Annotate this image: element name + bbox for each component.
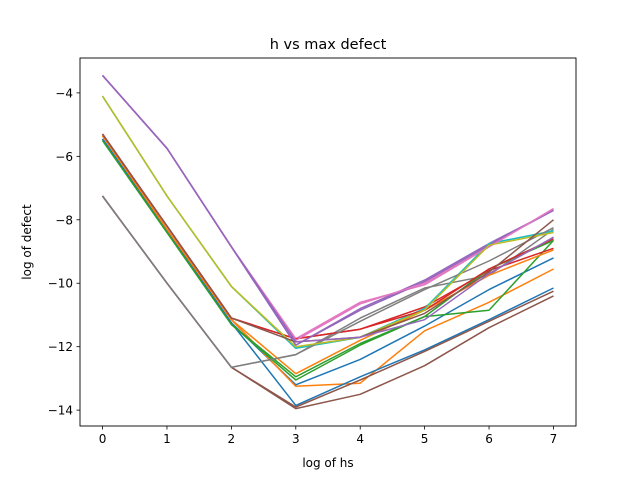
y-tick-label: −10 [48,277,73,291]
series-line-21 [101,74,554,343]
plot-frame [79,57,577,427]
x-tick-label: 2 [228,432,236,446]
series-line-19 [101,95,554,348]
x-tick-label: 6 [485,432,493,446]
series-line-11 [101,138,554,407]
x-tick-label: 7 [550,432,558,446]
y-tick-label: −6 [55,150,73,164]
series-line-13 [101,140,554,378]
series-line-18 [101,195,554,369]
y-tick-label: −14 [48,404,73,418]
x-tick-label: 3 [292,432,300,446]
y-tick-label: −12 [48,340,73,354]
y-tick-label: −8 [55,213,73,227]
series-layer [101,74,555,410]
chart-title: h vs max defect [270,37,387,53]
x-tick-label: 0 [99,432,107,446]
x-axis-title: log of hs [302,456,353,470]
x-tick-label: 4 [356,432,364,446]
x-axis: 0 1 2 3 4 5 6 7 [99,426,558,446]
x-tick-label: 1 [163,432,171,446]
y-tick-label: −4 [55,86,73,100]
y-axis: −14 −12 −10 −8 −6 −4 [48,86,80,418]
y-axis-title: log of defect [20,204,34,280]
x-tick-label: 5 [421,432,429,446]
